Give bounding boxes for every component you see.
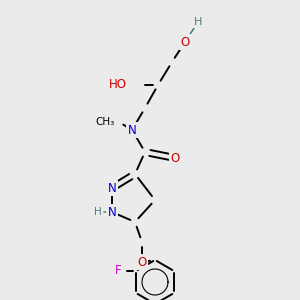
Text: O: O [180,35,190,49]
Text: N: N [108,206,116,218]
Text: H: H [194,17,202,27]
Text: HO: HO [109,79,127,92]
Text: H: H [94,207,102,217]
Text: F: F [115,265,121,278]
Text: O: O [170,152,180,164]
Text: N: N [128,124,136,136]
Text: N: N [108,182,116,194]
Text: CH₃: CH₃ [95,117,115,127]
Text: O: O [137,256,147,268]
